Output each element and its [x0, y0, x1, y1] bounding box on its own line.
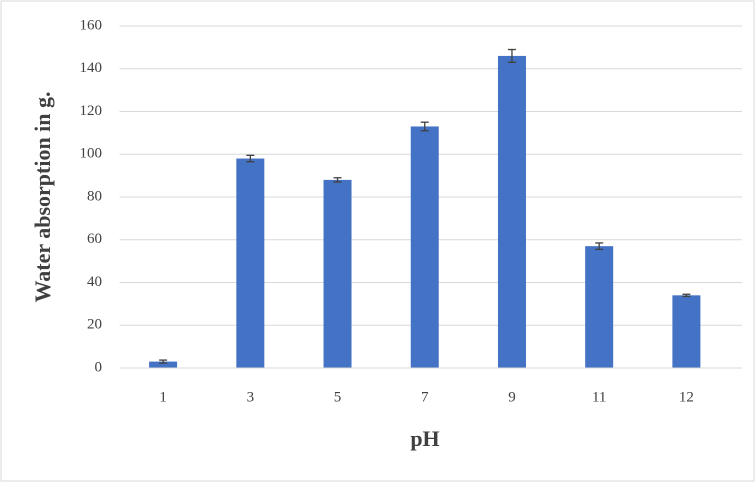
y-tick-label: 0 — [95, 359, 103, 375]
x-tick-label: 5 — [334, 389, 342, 405]
bar — [236, 158, 265, 368]
error-bar — [246, 154, 255, 163]
x-tick-label: 9 — [508, 389, 516, 405]
y-tick-label: 80 — [87, 188, 102, 204]
bar — [323, 179, 352, 368]
y-tick-label: 120 — [80, 103, 103, 119]
y-tick-label: 40 — [87, 274, 102, 290]
x-tick-label: 7 — [421, 389, 429, 405]
y-tick-label: 160 — [80, 17, 103, 33]
x-axis-title: pH — [410, 426, 439, 451]
bar — [410, 126, 439, 369]
error-bar — [595, 242, 604, 251]
bar — [497, 55, 526, 369]
x-tick-label: 12 — [679, 389, 694, 405]
error-bar — [507, 48, 516, 63]
error-bar — [420, 121, 429, 132]
x-tick-label: 3 — [247, 389, 255, 405]
x-tick-label: 1 — [159, 389, 167, 405]
error-bar — [333, 177, 342, 183]
x-tick-label: 11 — [592, 389, 606, 405]
y-tick-label: 100 — [80, 146, 103, 162]
error-bar — [159, 359, 168, 364]
y-tick-label: 20 — [87, 317, 102, 333]
bar — [149, 361, 178, 368]
y-tick-label: 140 — [80, 60, 103, 76]
y-tick-label: 60 — [87, 231, 102, 247]
error-bar — [682, 293, 691, 298]
bar — [672, 295, 701, 368]
y-axis-title: Water absorption in g. — [30, 91, 55, 302]
bar — [585, 246, 614, 368]
